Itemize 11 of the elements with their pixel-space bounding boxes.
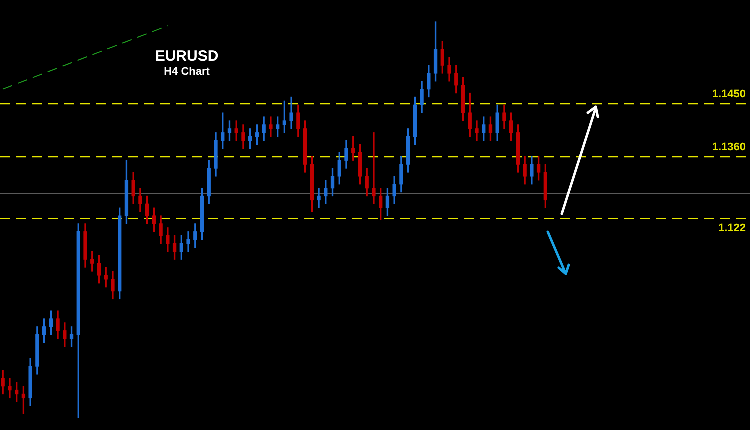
text: EURUSD [154,48,220,65]
candlestick [317,188,321,208]
text: 1.1360 [712,142,746,154]
text: 1.122 [718,222,746,234]
candlestick [8,378,12,399]
candlestick [186,232,190,252]
text: H4 Chart [163,66,211,78]
candlestick [475,120,479,142]
text: 1.1450 [712,88,746,101]
candlestick [269,116,273,138]
candlestick [372,132,376,204]
